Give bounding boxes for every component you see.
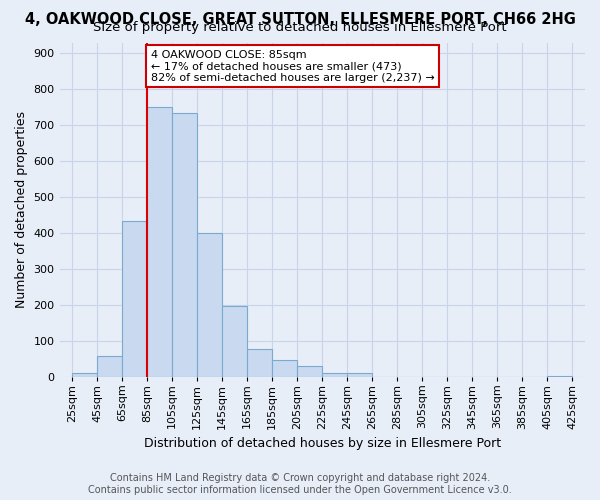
- Bar: [72, 373, 97, 376]
- Text: 4 OAKWOOD CLOSE: 85sqm
← 17% of detached houses are smaller (473)
82% of semi-de: 4 OAKWOOD CLOSE: 85sqm ← 17% of detached…: [151, 50, 434, 83]
- Bar: [272, 360, 297, 376]
- Text: Contains HM Land Registry data © Crown copyright and database right 2024.
Contai: Contains HM Land Registry data © Crown c…: [88, 474, 512, 495]
- Bar: [347, 373, 373, 376]
- Bar: [322, 373, 347, 376]
- Bar: [122, 222, 147, 376]
- Bar: [297, 366, 322, 376]
- Text: Size of property relative to detached houses in Ellesmere Port: Size of property relative to detached ho…: [93, 22, 507, 35]
- Bar: [222, 306, 247, 376]
- Y-axis label: Number of detached properties: Number of detached properties: [15, 111, 28, 308]
- Bar: [147, 107, 172, 376]
- Bar: [197, 233, 222, 376]
- Bar: [97, 356, 122, 376]
- Bar: [172, 112, 197, 376]
- X-axis label: Distribution of detached houses by size in Ellesmere Port: Distribution of detached houses by size …: [144, 437, 501, 450]
- Text: 4, OAKWOOD CLOSE, GREAT SUTTON, ELLESMERE PORT, CH66 2HG: 4, OAKWOOD CLOSE, GREAT SUTTON, ELLESMER…: [25, 12, 575, 26]
- Bar: [247, 350, 272, 376]
